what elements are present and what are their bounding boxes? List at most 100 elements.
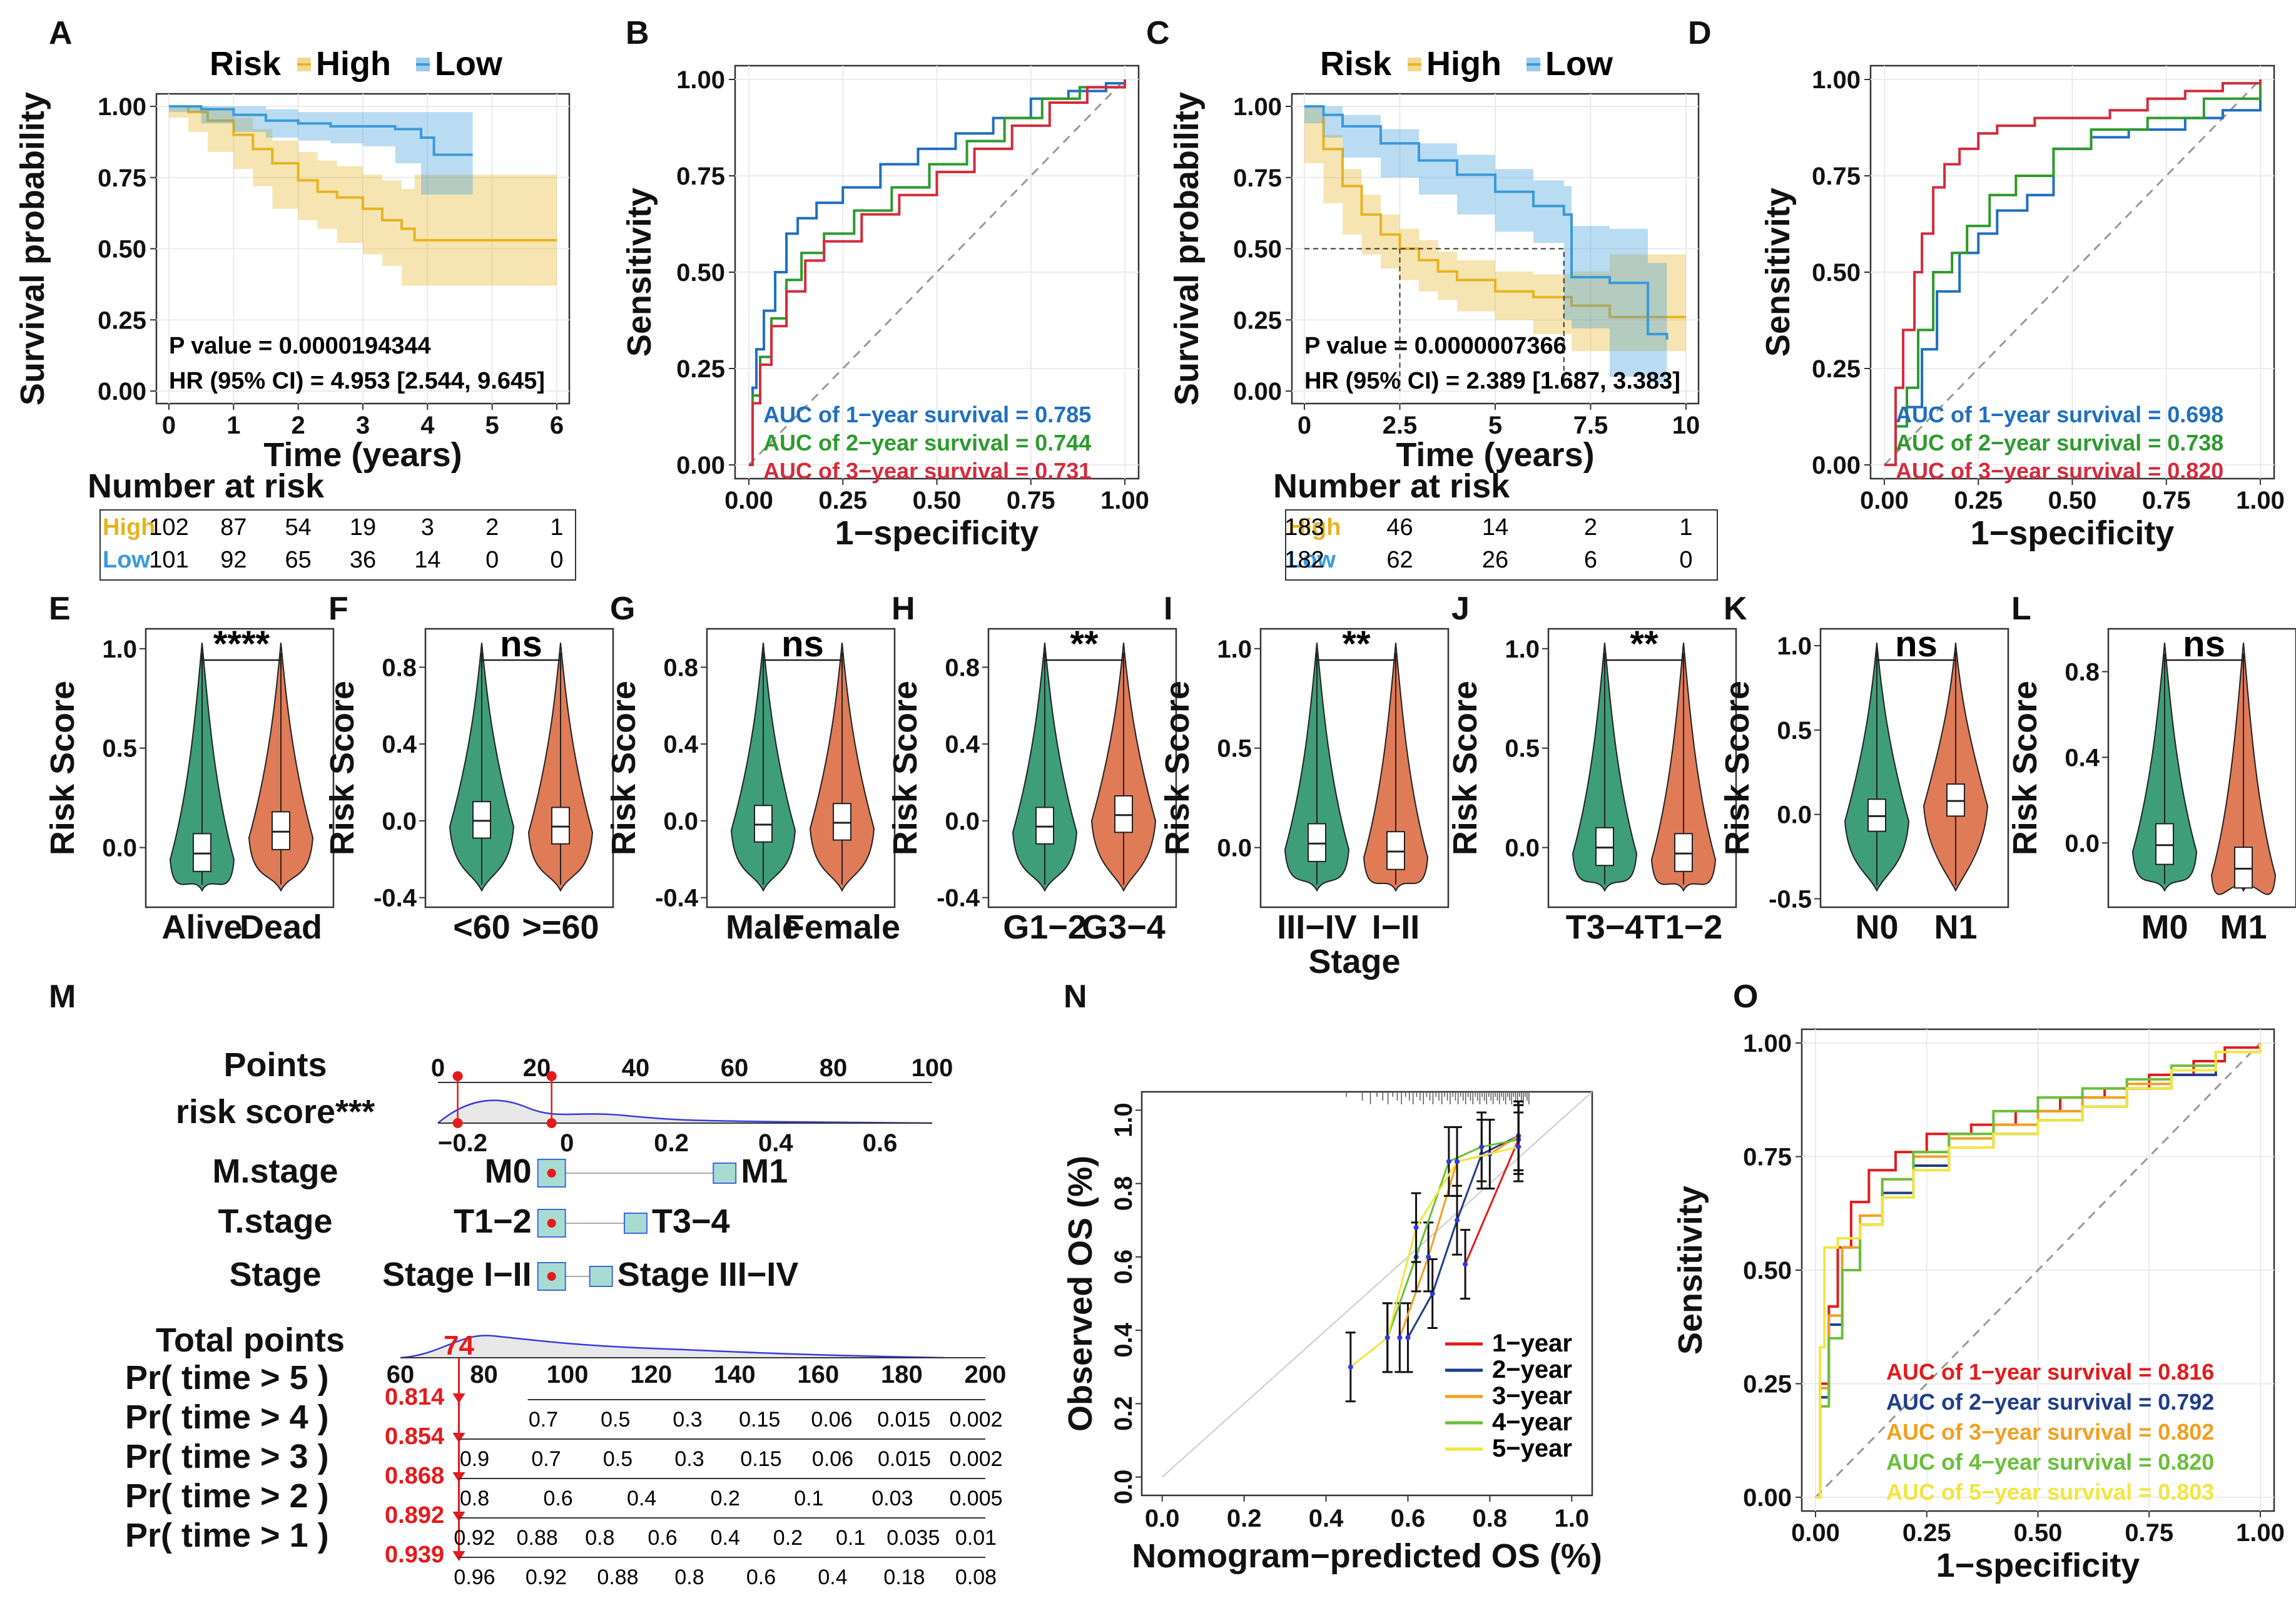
x-tick-label: 1 [226, 412, 240, 439]
y-tick-label: 1.0 [1217, 636, 1252, 663]
pr-tick: 0.06 [812, 1447, 853, 1471]
box-iqr [1595, 827, 1614, 867]
total-points-tick: 160 [797, 1361, 839, 1388]
y-axis-title: Sensitivity [621, 188, 658, 357]
y-tick-label: 0.8 [663, 654, 698, 681]
significance-bracket [1044, 659, 1125, 669]
level-marker [547, 1169, 556, 1178]
legend-label-low: Low [435, 45, 503, 83]
pr-tick: 0.035 [886, 1526, 940, 1550]
legend-label-high: High [1426, 45, 1501, 83]
risk-count: 87 [220, 514, 246, 541]
calibration-point [1455, 1159, 1460, 1164]
x-axis-title: Nomogram−predicted OS (%) [1132, 1537, 1602, 1575]
y-tick-label: 0.8 [382, 654, 417, 681]
y-tick-label: 0.4 [663, 731, 698, 758]
y-axis-title: Risk Score [605, 681, 643, 855]
pr-value-3: 0.868 [385, 1463, 444, 1489]
significance-label: ** [1630, 624, 1659, 664]
calibration-point [1516, 1144, 1521, 1149]
pr-tick: 0.03 [871, 1487, 913, 1510]
category-label-1: G1−2 [1003, 908, 1087, 946]
category-label-2: T1−2 [1645, 908, 1723, 946]
total-points-value: 74 [444, 1330, 474, 1361]
x-tick-label: 1.0 [1554, 1505, 1589, 1532]
panel-letter-E: E [49, 591, 71, 627]
box-iqr [193, 833, 211, 872]
auc-label-2: AUC of 2−year survival = 0.792 [1886, 1389, 2214, 1415]
ci-band-high [1304, 106, 1686, 352]
y-tick-label: 0.5 [1217, 735, 1252, 763]
nomo-label-pr-5: Pr( time > 5 ) [125, 1359, 329, 1397]
y-tick-label: 0.25 [1743, 1371, 1792, 1398]
risk-count: 62 [1386, 547, 1413, 573]
category-label-1: T3−4 [1566, 908, 1644, 946]
plot-area [424, 628, 614, 908]
pr-tick: 0.2 [773, 1526, 803, 1550]
x-tick-label: 0.4 [1309, 1505, 1344, 1532]
hr-annotation: HR (95% CI) = 4.953 [2.544, 9.645] [169, 368, 545, 394]
pr-tick: 0.002 [949, 1447, 1002, 1471]
y-tick-label: 1.00 [1743, 1030, 1792, 1057]
significance-label: ** [1342, 624, 1371, 664]
legend-label-3: 3−year [1492, 1382, 1572, 1410]
legend-label-2: 2−year [1492, 1356, 1572, 1383]
points-tick: 60 [721, 1054, 749, 1082]
risk-count: 54 [285, 514, 312, 541]
total-points-tick: 120 [630, 1361, 672, 1388]
total-points-tick: 80 [470, 1361, 498, 1388]
risk-count: 0 [485, 547, 499, 573]
risk-score-tick: 0.2 [654, 1129, 689, 1157]
category-label-2: M1 [2220, 908, 2267, 946]
y-tick-label: 1.0 [102, 636, 137, 663]
calibration-point [1426, 1254, 1431, 1260]
y-tick-label: 0.75 [1743, 1144, 1792, 1171]
level-box [537, 1262, 566, 1291]
nomo-label-pr-1: Pr( time > 1 ) [125, 1517, 329, 1554]
y-axis-title: Risk Score [2006, 681, 2044, 855]
y-tick-label: 0.00 [1743, 1484, 1792, 1512]
points-tick: 40 [622, 1054, 650, 1082]
x-tick-label: 0.50 [2048, 487, 2097, 514]
risk-count: 92 [220, 547, 246, 573]
box-iqr [1035, 807, 1054, 845]
roc-curve-2-year [749, 79, 1126, 466]
box-iqr [833, 803, 851, 841]
box-iqr [472, 801, 491, 839]
total-points-tick: 60 [387, 1361, 415, 1388]
km-curve-low [1304, 105, 1669, 340]
panel-I: 0.0 0.5 1.0 III−IV I−II ** Risk Score Stage [1159, 624, 1450, 980]
pr-marker [452, 1393, 465, 1403]
risk-count: 65 [285, 547, 312, 573]
y-tick-label: 0.5 [1505, 735, 1540, 763]
category-label-1: III−IV [1277, 908, 1357, 946]
auc-label-1: AUC of 1−year survival = 0.816 [1886, 1359, 2214, 1385]
pr-tick: 0.88 [517, 1526, 558, 1550]
box-iqr [2155, 823, 2174, 865]
risk-table-frame [99, 509, 576, 581]
pr-tick: 0.4 [627, 1487, 656, 1510]
panel-O: 0.00 0.25 0.50 0.75 1.00 0.00 0.25 0.50 0.75 1.00… [1672, 1028, 2285, 1584]
risk-score-tick: 0 [560, 1129, 574, 1157]
diagonal-reference [1814, 1042, 2262, 1499]
y-axis-title: Sensitivity [1759, 188, 1797, 357]
significance-bracket [480, 659, 562, 669]
pr-tick: 0.9 [460, 1447, 489, 1471]
pr-tick: 0.8 [460, 1487, 489, 1510]
points-tick: 80 [820, 1054, 848, 1082]
y-tick-label: 0.25 [676, 355, 725, 383]
nomo-marker-dot [546, 1118, 557, 1128]
y-tick-label: 0.0 [1217, 835, 1252, 862]
legend-label-5: 5−year [1492, 1435, 1572, 1462]
risk-table-frame [1285, 509, 1718, 581]
panel-letter-A: A [49, 15, 73, 51]
panel-letter-F: F [328, 591, 348, 627]
x-tick-label: 0 [162, 412, 176, 439]
y-tick-label: 0.0 [663, 808, 698, 835]
y-tick-label: 0.4 [945, 731, 980, 758]
pr-tick: 0.4 [711, 1526, 740, 1550]
significance-bracket [1603, 659, 1685, 669]
total-points-density [400, 1335, 944, 1359]
